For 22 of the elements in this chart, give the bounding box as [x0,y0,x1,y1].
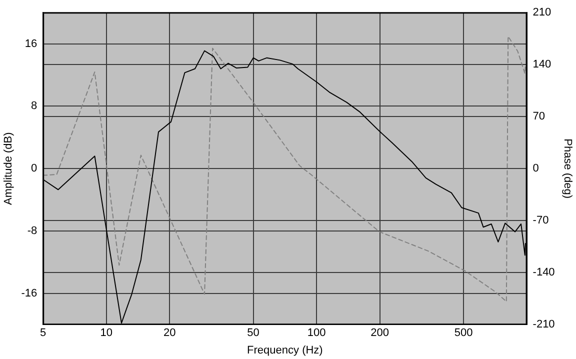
y-axis-title: Amplitude (dB) [2,132,15,205]
y-tick-label: -16 [21,287,38,300]
y2-tick-label: 140 [532,58,552,71]
y2-axis-title: Phase (deg) [561,138,574,199]
y2-tick-label: -210 [532,318,555,331]
x-tick-label: 10 [100,327,112,340]
y2-tick-label: 70 [532,110,546,123]
x-tick-label: 200 [370,327,390,340]
y2-tick-label: -70 [532,214,549,227]
x-tick-label: 100 [307,327,326,340]
y2-tick-label: -140 [532,266,555,279]
y2-tick-label: 0 [532,162,539,175]
x-tick-label: 500 [454,327,473,340]
y-tick-label: -8 [27,225,38,238]
y-tick-label: 8 [30,100,38,112]
x-tick-label: 5 [40,327,46,340]
x-axis-title: Frequency (Hz) [247,344,323,356]
y-tick-label: 16 [24,38,38,50]
y2-tick-label: 210 [532,6,552,19]
y-tick-label: 0 [30,162,38,175]
x-tick-label: 50 [247,327,260,340]
x-tick-label: 20 [164,327,176,340]
